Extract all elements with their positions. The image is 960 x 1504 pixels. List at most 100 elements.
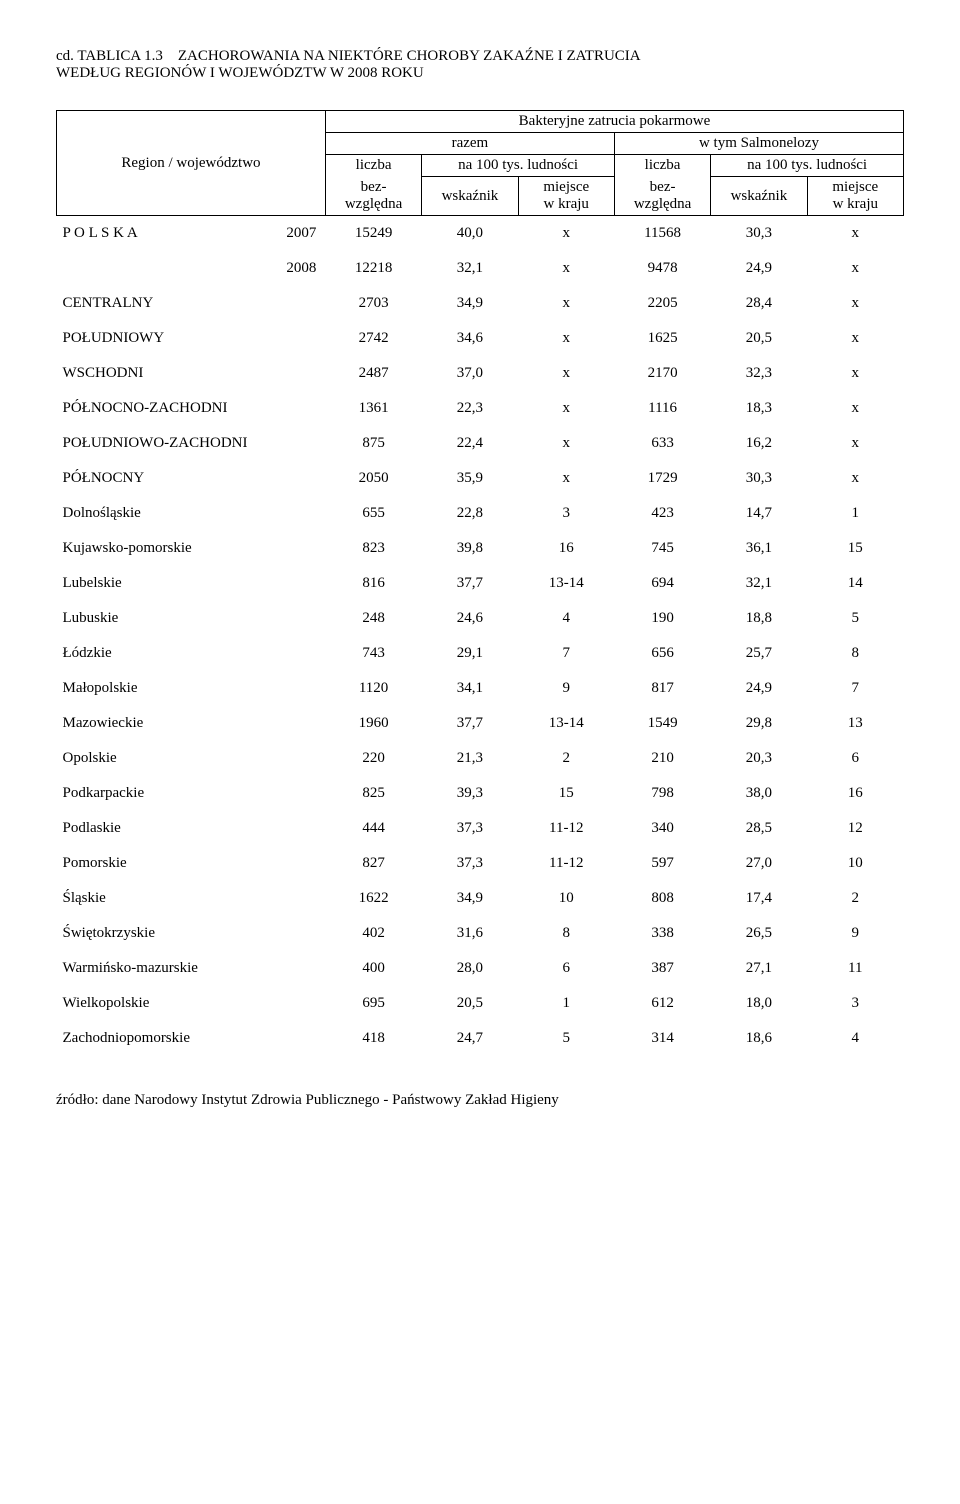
value-cell: 16,2: [711, 426, 807, 461]
region-cell: P O L S K A: [57, 216, 278, 252]
value-cell: 12218: [325, 251, 421, 286]
hdr-region: Region / województwo: [57, 111, 326, 216]
value-cell: 7: [518, 636, 614, 671]
table-row: Pomorskie82737,311-1259727,010: [57, 846, 904, 881]
value-cell: 7: [807, 671, 903, 706]
value-cell: 4: [518, 601, 614, 636]
hdr-miejsce: miejsce w kraju: [807, 177, 903, 216]
value-cell: 2703: [325, 286, 421, 321]
value-cell: 2: [518, 741, 614, 776]
value-cell: 314: [614, 1021, 710, 1056]
value-cell: 220: [325, 741, 421, 776]
value-cell: 20,3: [711, 741, 807, 776]
value-cell: x: [807, 426, 903, 461]
table-row: Małopolskie112034,1981724,97: [57, 671, 904, 706]
table-row: Łódzkie74329,1765625,78: [57, 636, 904, 671]
value-cell: x: [518, 286, 614, 321]
value-cell: 338: [614, 916, 710, 951]
table-row: 20081221832,1x947824,9x: [57, 251, 904, 286]
value-cell: 1: [518, 986, 614, 1021]
value-cell: 28,5: [711, 811, 807, 846]
table-row: Warmińsko-mazurskie40028,0638727,111: [57, 951, 904, 986]
value-cell: x: [807, 321, 903, 356]
year-cell: [277, 776, 325, 811]
year-cell: [277, 951, 325, 986]
value-cell: 743: [325, 636, 421, 671]
value-cell: 10: [518, 881, 614, 916]
year-cell: [277, 531, 325, 566]
value-cell: 18,0: [711, 986, 807, 1021]
table-row: Podkarpackie82539,31579838,016: [57, 776, 904, 811]
hdr-wtym: w tym Salmonelozy: [614, 133, 903, 155]
value-cell: 15: [807, 531, 903, 566]
region-cell: PÓŁNOCNY: [57, 461, 278, 496]
table-row: Lubelskie81637,713-1469432,114: [57, 566, 904, 601]
value-cell: 2: [807, 881, 903, 916]
region-cell: Kujawsko-pomorskie: [57, 531, 278, 566]
value-cell: 9: [518, 671, 614, 706]
table-row: PÓŁNOCNY205035,9x172930,3x: [57, 461, 904, 496]
value-cell: 1622: [325, 881, 421, 916]
hdr-wskaznik: wskaźnik: [422, 177, 518, 216]
table-row: PÓŁNOCNO-ZACHODNI136122,3x111618,3x: [57, 391, 904, 426]
value-cell: 10: [807, 846, 903, 881]
year-cell: [277, 601, 325, 636]
value-cell: 387: [614, 951, 710, 986]
value-cell: 30,3: [711, 216, 807, 252]
table-row: WSCHODNI248737,0x217032,3x: [57, 356, 904, 391]
value-cell: 32,1: [711, 566, 807, 601]
hdr-bezwzgl: bez- względna: [325, 177, 421, 216]
value-cell: 12: [807, 811, 903, 846]
value-cell: 34,1: [422, 671, 518, 706]
year-cell: [277, 356, 325, 391]
value-cell: 14: [807, 566, 903, 601]
value-cell: x: [807, 356, 903, 391]
table-row: Świętokrzyskie40231,6833826,59: [57, 916, 904, 951]
value-cell: x: [518, 216, 614, 252]
year-cell: [277, 846, 325, 881]
value-cell: 1960: [325, 706, 421, 741]
region-cell: POŁUDNIOWO-ZACHODNI: [57, 426, 278, 461]
value-cell: x: [807, 251, 903, 286]
value-cell: 655: [325, 496, 421, 531]
value-cell: x: [807, 391, 903, 426]
table-body: P O L S K A20071524940,0x1156830,3x20081…: [57, 216, 904, 1057]
table-header: Region / województwo Bakteryjne zatrucia…: [57, 111, 904, 216]
value-cell: 15249: [325, 216, 421, 252]
table-row: Lubuskie24824,6419018,85: [57, 601, 904, 636]
region-cell: Lubuskie: [57, 601, 278, 636]
value-cell: 40,0: [422, 216, 518, 252]
region-cell: PÓŁNOCNO-ZACHODNI: [57, 391, 278, 426]
value-cell: 1: [807, 496, 903, 531]
year-cell: [277, 881, 325, 916]
value-cell: 32,1: [422, 251, 518, 286]
value-cell: x: [518, 391, 614, 426]
hdr-na100: na 100 tys. ludności: [422, 155, 615, 177]
table-row: Śląskie162234,91080817,42: [57, 881, 904, 916]
value-cell: 39,3: [422, 776, 518, 811]
value-cell: x: [518, 461, 614, 496]
region-cell: Dolnośląskie: [57, 496, 278, 531]
value-cell: 695: [325, 986, 421, 1021]
value-cell: 30,3: [711, 461, 807, 496]
value-cell: 22,3: [422, 391, 518, 426]
value-cell: 827: [325, 846, 421, 881]
value-cell: 340: [614, 811, 710, 846]
value-cell: 210: [614, 741, 710, 776]
value-cell: x: [518, 426, 614, 461]
value-cell: 2050: [325, 461, 421, 496]
value-cell: 18,6: [711, 1021, 807, 1056]
year-cell: [277, 286, 325, 321]
value-cell: 18,8: [711, 601, 807, 636]
value-cell: 29,1: [422, 636, 518, 671]
value-cell: 16: [807, 776, 903, 811]
table-row: POŁUDNIOWO-ZACHODNI87522,4x63316,2x: [57, 426, 904, 461]
year-cell: [277, 706, 325, 741]
value-cell: 825: [325, 776, 421, 811]
value-cell: 38,0: [711, 776, 807, 811]
year-cell: [277, 566, 325, 601]
year-cell: 2008: [277, 251, 325, 286]
value-cell: 798: [614, 776, 710, 811]
value-cell: 34,6: [422, 321, 518, 356]
value-cell: 597: [614, 846, 710, 881]
